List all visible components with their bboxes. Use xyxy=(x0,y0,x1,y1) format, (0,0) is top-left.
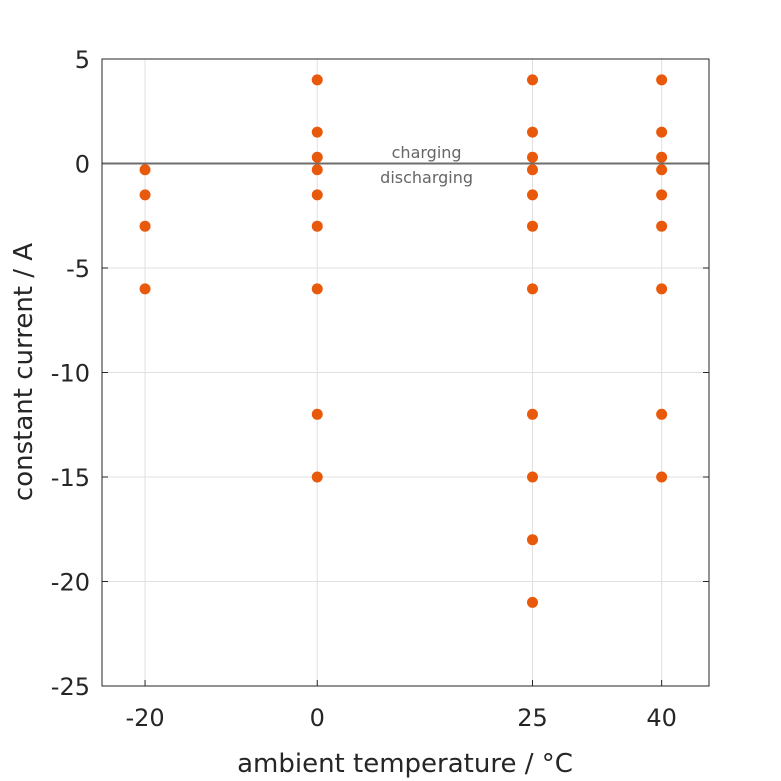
data-point xyxy=(526,220,538,232)
data-point xyxy=(656,283,668,295)
data-point xyxy=(311,151,323,163)
x-tick-label: 40 xyxy=(646,704,677,732)
data-point xyxy=(139,220,151,232)
data-point xyxy=(526,164,538,176)
y-tick-label: -5 xyxy=(66,255,90,283)
data-point xyxy=(311,283,323,295)
data-point xyxy=(526,408,538,420)
data-point xyxy=(311,126,323,138)
y-tick-label: -10 xyxy=(51,360,90,388)
data-point xyxy=(656,151,668,163)
y-tick-label: 5 xyxy=(75,46,90,74)
y-axis-label: constant current / A xyxy=(9,243,39,501)
data-point xyxy=(656,164,668,176)
data-point xyxy=(526,283,538,295)
data-point xyxy=(311,164,323,176)
data-point xyxy=(311,189,323,201)
data-point xyxy=(526,534,538,546)
data-point xyxy=(311,220,323,232)
data-point xyxy=(656,74,668,86)
data-point xyxy=(656,220,668,232)
data-point xyxy=(139,283,151,295)
y-tick-label: 0 xyxy=(75,151,90,179)
y-tick-label: -25 xyxy=(51,673,90,701)
data-point xyxy=(526,596,538,608)
tick-labels: -20 0 25 40 5 0 -5 -10 -15 -20 -25 xyxy=(51,46,677,732)
plot-frame xyxy=(101,58,710,687)
data-point xyxy=(526,471,538,483)
data-point xyxy=(656,471,668,483)
x-tick-label: -20 xyxy=(125,704,164,732)
y-tick-label: -15 xyxy=(51,464,90,492)
annotation-discharging: discharging xyxy=(380,168,473,187)
data-point xyxy=(139,189,151,201)
data-point xyxy=(526,189,538,201)
data-point xyxy=(311,408,323,420)
data-point xyxy=(526,74,538,86)
y-tick-label: -20 xyxy=(51,569,90,597)
x-axis-label: ambient temperature / °C xyxy=(237,749,573,779)
data-point xyxy=(311,471,323,483)
data-point xyxy=(656,189,668,201)
data-points xyxy=(139,74,668,608)
x-tick-label: 25 xyxy=(517,704,548,732)
x-tick-label: 0 xyxy=(310,704,325,732)
data-point xyxy=(526,151,538,163)
data-point xyxy=(311,74,323,86)
annotation-charging: charging xyxy=(392,143,462,162)
data-point xyxy=(139,164,151,176)
data-point xyxy=(526,126,538,138)
data-point xyxy=(656,408,668,420)
data-point xyxy=(656,126,668,138)
